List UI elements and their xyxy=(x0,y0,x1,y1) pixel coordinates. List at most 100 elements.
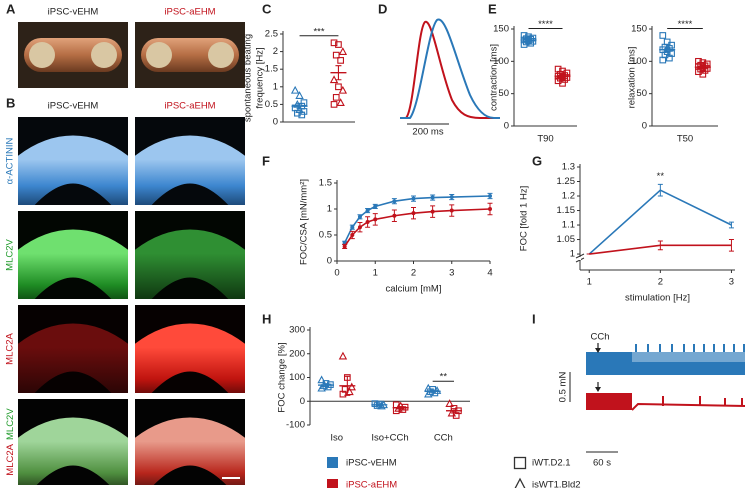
scale-label: 200 ms xyxy=(412,127,443,138)
marker xyxy=(392,199,397,204)
y-tick-label: 150 xyxy=(631,24,647,35)
point xyxy=(659,32,667,39)
x-axis-label: stimulation [Hz] xyxy=(625,293,690,304)
x-tick-label: Iso xyxy=(330,433,343,444)
panel-label: A xyxy=(6,1,16,16)
column-header: iPSC-vEHM xyxy=(48,7,99,18)
marker xyxy=(373,217,378,222)
row-label: α-ACTININ xyxy=(5,138,16,185)
x-tick-label: 3 xyxy=(449,268,454,279)
error-bar xyxy=(657,240,663,251)
point xyxy=(335,41,342,48)
axis-gap xyxy=(579,257,581,260)
y-tick-label: 2 xyxy=(273,46,278,57)
legend-label: iWT.D2.1 xyxy=(532,458,571,469)
marker xyxy=(392,213,397,218)
marker xyxy=(373,204,378,209)
point xyxy=(445,399,454,407)
y-tick-label: 1.15 xyxy=(557,205,576,216)
row-label-part: MLC2A xyxy=(5,443,16,475)
column-header: iPSC-aEHM xyxy=(164,101,215,112)
point xyxy=(341,386,349,393)
error-bar xyxy=(728,239,734,252)
point xyxy=(300,108,308,115)
marker xyxy=(411,196,416,201)
x-tick-label: Iso+CCh xyxy=(371,433,408,444)
error-bar xyxy=(335,65,342,81)
y-axis-label: spontaneous beating xyxy=(243,34,254,122)
y-tick-label: 1.1 xyxy=(562,220,575,231)
row-label: MLC2A MLC2V xyxy=(5,408,16,476)
marker xyxy=(357,214,362,219)
point xyxy=(330,39,338,47)
y-tick-label: -100 xyxy=(286,420,305,431)
x-tick-label: T90 xyxy=(537,134,553,145)
marker xyxy=(350,225,355,230)
error-bar xyxy=(323,383,329,388)
y-tick-label: 0 xyxy=(327,256,332,267)
marker xyxy=(365,220,370,224)
x-tick-label: 2 xyxy=(411,268,416,279)
error-bar xyxy=(657,183,663,197)
y-tick-label: 1.5 xyxy=(319,178,332,189)
y-axis-label: relaxation [ms] xyxy=(627,47,638,109)
point xyxy=(332,94,340,101)
column-header: iPSC-aEHM xyxy=(164,7,215,18)
point xyxy=(332,51,340,59)
legend-label: iPSC-aEHM xyxy=(346,480,397,488)
panel-label: I xyxy=(532,311,536,326)
y-axis-label: FOC [fold 1 Hz] xyxy=(519,186,530,251)
significance-label: *** xyxy=(313,26,324,37)
point xyxy=(338,47,348,55)
line xyxy=(343,208,491,247)
y-tick-label: 100 xyxy=(631,56,647,67)
point xyxy=(317,375,326,384)
point xyxy=(336,98,345,106)
marker xyxy=(411,211,416,216)
point xyxy=(294,109,301,117)
marker xyxy=(350,233,355,237)
y-tick-label: 50 xyxy=(498,88,509,99)
marker xyxy=(365,208,370,213)
significance-label: ** xyxy=(440,372,448,383)
y-tick-label: 0 xyxy=(300,396,305,407)
point xyxy=(339,390,347,398)
panel-label: G xyxy=(532,153,542,168)
x-tick-label: 3 xyxy=(729,277,734,288)
error-bar xyxy=(699,65,706,69)
point xyxy=(335,83,342,91)
panel-label: B xyxy=(6,95,15,110)
panel-label: C xyxy=(262,1,272,16)
y-axis-label: FOC/CSA [mN/mm²] xyxy=(299,179,310,265)
marker xyxy=(449,195,454,200)
point xyxy=(337,57,344,64)
error-bar xyxy=(451,408,457,414)
significance-label: **** xyxy=(678,19,693,30)
y-tick-label: 1.3 xyxy=(562,162,575,173)
marker xyxy=(449,208,454,213)
marker xyxy=(488,194,492,198)
y-tick-label: 0 xyxy=(504,121,509,132)
point xyxy=(330,101,338,108)
panel-label: H xyxy=(262,311,271,326)
point xyxy=(300,99,308,106)
marker xyxy=(430,209,435,214)
y-tick-label: 1 xyxy=(570,249,575,260)
error-bar xyxy=(344,375,351,396)
point xyxy=(520,41,528,48)
error-bar xyxy=(525,38,532,42)
y-tick-label: 150 xyxy=(493,24,509,35)
y-tick-label: 1.05 xyxy=(557,234,576,245)
y-tick-label: 50 xyxy=(636,88,647,99)
trace xyxy=(569,343,746,453)
y-axis-label: contraction [ms] xyxy=(489,44,500,111)
error-bar xyxy=(429,389,436,393)
y-tick-label: 1.25 xyxy=(557,176,576,187)
point xyxy=(295,91,304,99)
point xyxy=(514,477,526,488)
line xyxy=(343,195,491,244)
marker xyxy=(342,244,347,249)
error-bar xyxy=(728,221,734,229)
y-axis-label: frequency [Hz] xyxy=(255,47,266,108)
